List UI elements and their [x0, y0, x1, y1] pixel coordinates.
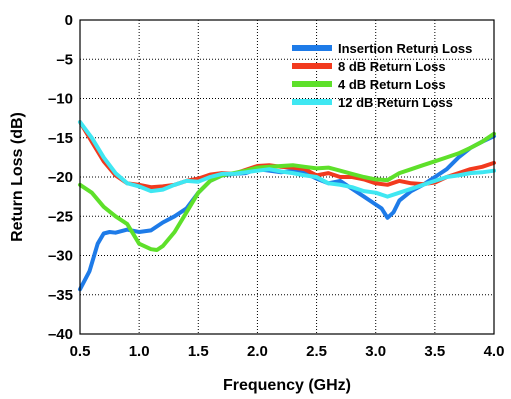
- series-line-1: [78, 134, 496, 292]
- legend-label: 4 dB Return Loss: [338, 77, 446, 92]
- legend-label: 12 dB Return Loss: [338, 95, 453, 110]
- y-tick-label: –25: [48, 208, 73, 225]
- series-lines: [78, 120, 496, 292]
- x-tick-label: 0.5: [70, 343, 91, 360]
- y-tick-label: –35: [48, 287, 73, 304]
- legend: Insertion Return Loss 8 dB Return Loss 4 d…: [292, 41, 472, 110]
- y-tick-label: –15: [48, 130, 73, 147]
- x-axis-label: Frequency (GHz): [223, 377, 351, 394]
- y-axis-ticks: 0 –5 –10 –15 –20 –25 –30 –35 –40: [48, 12, 73, 343]
- y-tick-label: 0: [65, 12, 73, 29]
- y-tick-label: –5: [56, 51, 73, 68]
- x-tick-label: 4.0: [484, 343, 505, 360]
- y-tick-label: –30: [48, 248, 73, 265]
- x-tick-label: 3.5: [424, 343, 445, 360]
- legend-label: 8 dB Return Loss: [338, 59, 446, 74]
- x-tick-label: 2.0: [247, 343, 268, 360]
- x-tick-label: 3.0: [365, 343, 386, 360]
- y-tick-label: –40: [48, 326, 73, 343]
- series-line-3: [78, 131, 496, 252]
- x-tick-label: 1.0: [129, 343, 150, 360]
- legend-label: Insertion Return Loss: [338, 41, 472, 56]
- y-tick-label: –20: [48, 169, 73, 186]
- y-tick-label: –10: [48, 91, 73, 108]
- series-line-4: [78, 120, 496, 199]
- y-axis-label: Return Loss (dB): [9, 112, 26, 242]
- plot-frame: [79, 19, 495, 335]
- x-tick-label: 1.5: [188, 343, 209, 360]
- x-axis-ticks: 0.5 1.0 1.5 2.0 2.5 3.0 3.5 4.0: [70, 343, 505, 360]
- x-tick-label: 2.5: [306, 343, 327, 360]
